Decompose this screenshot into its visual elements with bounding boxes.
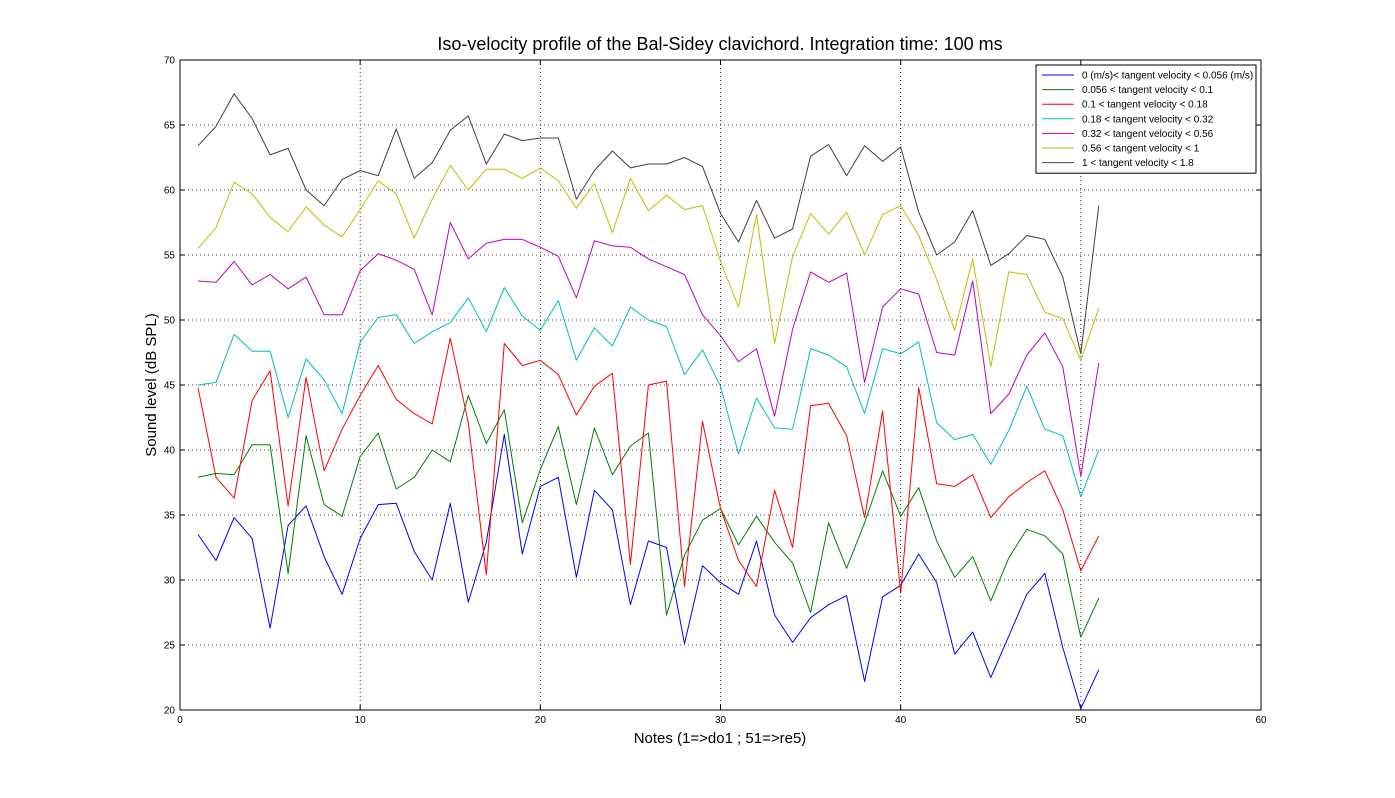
series-line-5 bbox=[197, 222, 1100, 477]
legend-label: 0.32 < tangent velocity < 0.56 bbox=[1082, 129, 1214, 140]
legend-label: 0.1 < tangent velocity < 0.18 bbox=[1082, 100, 1208, 111]
legend-label: 0.18 < tangent velocity < 0.32 bbox=[1082, 114, 1214, 125]
legend: 0 (m/s)< tangent velocity < 0.056 (m/s) 0… bbox=[1035, 64, 1257, 174]
y-tick-label: 20 bbox=[164, 706, 176, 717]
y-tick-label: 70 bbox=[164, 56, 176, 67]
series-line-2 bbox=[197, 394, 1100, 638]
x-tick-label: 10 bbox=[355, 715, 367, 726]
x-tick-label: 30 bbox=[715, 715, 727, 726]
y-axis-title: Sound level (dB SPL) bbox=[143, 313, 160, 456]
x-axis-title: Notes (1=>do1 ; 51=>re5) bbox=[634, 730, 807, 747]
x-tick-label: 20 bbox=[535, 715, 547, 726]
legend-label: 0.56 < tangent velocity < 1 bbox=[1082, 144, 1200, 155]
grid bbox=[180, 60, 1261, 710]
x-tick-label: 60 bbox=[1255, 715, 1267, 726]
series-line-3 bbox=[197, 337, 1100, 594]
y-tick-label: 40 bbox=[164, 446, 176, 457]
x-tick-label: 40 bbox=[895, 715, 907, 726]
axis-ticks: 0 10 20 30 40 50 60 20 25 30 35 40 45 50 55 60 65 70 bbox=[164, 56, 1267, 727]
legend-label: 0.056 < tangent velocity < 0.1 bbox=[1082, 85, 1214, 96]
series-line-4 bbox=[197, 287, 1100, 498]
x-tick-label: 50 bbox=[1075, 715, 1087, 726]
series-line-6 bbox=[197, 164, 1100, 368]
y-tick-label: 50 bbox=[164, 316, 176, 327]
series-line-1 bbox=[197, 433, 1100, 710]
y-tick-label: 25 bbox=[164, 641, 176, 652]
legend-label: 0 (m/s)< tangent velocity < 0.056 (m/s) bbox=[1082, 71, 1253, 82]
y-tick-label: 35 bbox=[164, 511, 176, 522]
y-tick-label: 55 bbox=[164, 251, 176, 262]
legend-label: 1 < tangent velocity < 1.8 bbox=[1082, 158, 1194, 169]
series-lines bbox=[197, 93, 1100, 710]
y-tick-label: 30 bbox=[164, 576, 176, 587]
y-tick-label: 65 bbox=[164, 121, 176, 132]
y-tick-label: 45 bbox=[164, 381, 176, 392]
series-line-7 bbox=[197, 93, 1100, 355]
x-tick-label: 0 bbox=[177, 715, 183, 726]
y-tick-label: 60 bbox=[164, 186, 176, 197]
chart-title: Iso-velocity profile of the Bal-Sidey cl… bbox=[437, 34, 1002, 54]
